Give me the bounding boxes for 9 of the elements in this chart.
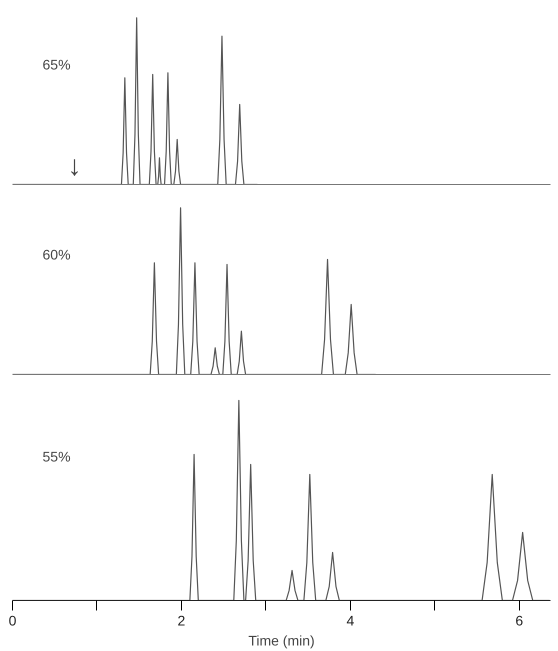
x-tick-label: 4: [346, 612, 354, 628]
annotation: 65%: [42, 56, 71, 72]
annotation: 55%: [42, 448, 71, 464]
x-axis-title: Time (min): [248, 632, 315, 648]
x-tick-label: 6: [515, 612, 524, 628]
x-tick-label: 2: [178, 612, 186, 628]
x-tick-label: 0: [8, 612, 17, 628]
annotation: 60%: [42, 246, 71, 262]
annotation: ↓: [68, 150, 82, 182]
